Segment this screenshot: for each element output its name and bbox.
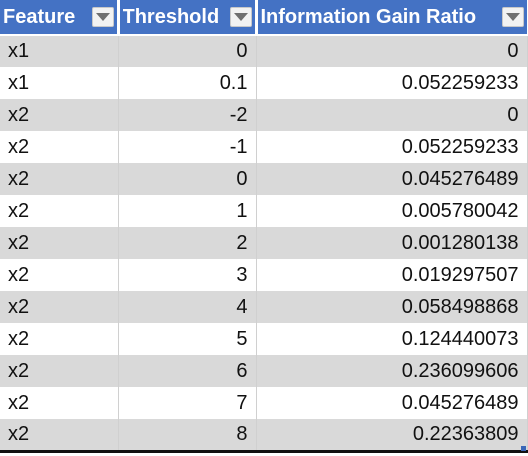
column-header-label: Information Gain Ratio — [260, 5, 477, 28]
threshold-cell[interactable]: -2 — [118, 99, 257, 131]
feature-cell[interactable]: x2 — [0, 163, 119, 195]
threshold-cell[interactable]: 8 — [118, 419, 257, 453]
gain-ratio-cell[interactable]: 0.124440073 — [256, 323, 528, 355]
table-row: x2 4 0.058498868 — [0, 291, 528, 323]
resize-handle-icon[interactable] — [521, 446, 526, 451]
chevron-down-icon — [95, 13, 110, 21]
column-header-threshold[interactable]: Threshold — [118, 0, 258, 36]
feature-cell[interactable]: x2 — [0, 99, 119, 131]
threshold-cell[interactable]: 0 — [118, 35, 257, 67]
column-header-label: Threshold — [122, 5, 220, 28]
threshold-cell[interactable]: 4 — [118, 291, 257, 323]
filter-dropdown-button-feature[interactable] — [91, 7, 114, 27]
gain-ratio-cell[interactable]: 0.001280138 — [256, 227, 528, 259]
table-row: x2 7 0.045276489 — [0, 387, 528, 419]
table-row: x2 0 0.045276489 — [0, 163, 528, 195]
table-row: x2 3 0.019297507 — [0, 259, 528, 291]
feature-cell[interactable]: x1 — [0, 35, 119, 67]
gain-ratio-cell[interactable]: 0.058498868 — [256, 291, 528, 323]
feature-cell[interactable]: x2 — [0, 259, 119, 291]
threshold-cell[interactable]: -1 — [118, 131, 257, 163]
feature-cell[interactable]: x2 — [0, 355, 119, 387]
gain-ratio-cell[interactable]: 0.045276489 — [256, 163, 528, 195]
feature-cell[interactable]: x2 — [0, 419, 119, 453]
threshold-cell[interactable]: 5 — [118, 323, 257, 355]
threshold-cell[interactable]: 1 — [118, 195, 257, 227]
feature-cell[interactable]: x1 — [0, 67, 119, 99]
feature-cell[interactable]: x2 — [0, 291, 119, 323]
threshold-cell[interactable]: 0 — [118, 163, 257, 195]
feature-cell[interactable]: x2 — [0, 131, 119, 163]
feature-cell[interactable]: x2 — [0, 195, 119, 227]
threshold-cell[interactable]: 3 — [118, 259, 257, 291]
gain-ratio-cell[interactable]: 0.052259233 — [256, 131, 528, 163]
feature-cell[interactable]: x2 — [0, 227, 119, 259]
table-row: x2 2 0.001280138 — [0, 227, 528, 259]
table-row: x2 6 0.236099606 — [0, 355, 528, 387]
table-row: x1 0 0 — [0, 35, 528, 67]
filter-dropdown-button-threshold[interactable] — [229, 7, 252, 27]
threshold-cell[interactable]: 2 — [118, 227, 257, 259]
gain-ratio-cell[interactable]: 0.045276489 — [256, 387, 528, 419]
table-row: x2 1 0.005780042 — [0, 195, 528, 227]
column-header-information-gain-ratio[interactable]: Information Gain Ratio — [256, 0, 527, 36]
feature-cell[interactable]: x2 — [0, 323, 119, 355]
column-header-label: Feature — [3, 5, 76, 28]
gain-ratio-cell[interactable]: 0.005780042 — [256, 195, 528, 227]
header-row: Feature Threshold — [0, 0, 527, 36]
gain-ratio-cell[interactable]: 0.22363809 — [256, 419, 528, 453]
feature-cell[interactable]: x2 — [0, 387, 119, 419]
chevron-down-icon — [506, 13, 520, 21]
gain-ratio-cell[interactable]: 0.236099606 — [256, 355, 528, 387]
chevron-down-icon — [233, 13, 248, 21]
table-row: x2 5 0.124440073 — [0, 323, 528, 355]
gain-ratio-cell[interactable]: 0.019297507 — [256, 259, 528, 291]
table-row: x2 -2 0 — [0, 99, 528, 131]
gain-ratio-cell[interactable]: 0 — [256, 99, 528, 131]
threshold-cell[interactable]: 7 — [118, 387, 257, 419]
threshold-cell[interactable]: 0.1 — [118, 67, 257, 99]
column-header-feature[interactable]: Feature — [0, 0, 120, 36]
gain-ratio-cell[interactable]: 0.052259233 — [256, 67, 528, 99]
threshold-cell[interactable]: 6 — [118, 355, 257, 387]
table-row: x2 8 0.22363809 — [0, 419, 528, 453]
gain-ratio-cell[interactable]: 0 — [256, 35, 528, 67]
table-row: x1 0.1 0.052259233 — [0, 67, 528, 99]
filter-dropdown-button-information-gain-ratio[interactable] — [502, 7, 524, 27]
table-row: x2 -1 0.052259233 — [0, 131, 528, 163]
